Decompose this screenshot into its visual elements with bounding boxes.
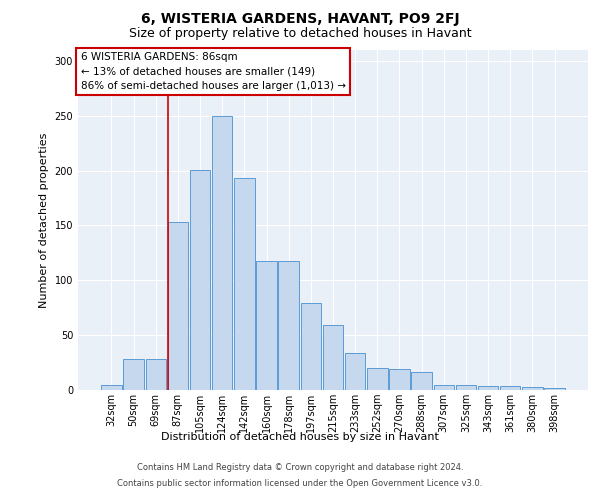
Bar <box>434 384 454 390</box>
Bar <box>389 369 410 390</box>
Text: Contains public sector information licensed under the Open Government Licence v3: Contains public sector information licen… <box>118 478 482 488</box>
Y-axis label: Number of detached properties: Number of detached properties <box>39 132 49 308</box>
Bar <box>500 386 520 390</box>
Text: Contains HM Land Registry data © Crown copyright and database right 2024.: Contains HM Land Registry data © Crown c… <box>137 464 463 472</box>
Bar <box>278 260 299 390</box>
Text: Size of property relative to detached houses in Havant: Size of property relative to detached ho… <box>128 28 472 40</box>
Bar <box>412 372 432 390</box>
Bar <box>367 368 388 390</box>
Bar <box>301 304 321 390</box>
Bar <box>167 222 188 390</box>
Bar <box>544 388 565 390</box>
Text: 6 WISTERIA GARDENS: 86sqm
← 13% of detached houses are smaller (149)
86% of semi: 6 WISTERIA GARDENS: 86sqm ← 13% of detac… <box>80 52 346 92</box>
Bar <box>345 352 365 390</box>
Bar <box>456 384 476 390</box>
Bar <box>522 386 542 390</box>
Bar <box>478 386 499 390</box>
Bar <box>256 260 277 390</box>
Bar <box>124 360 144 390</box>
Bar <box>146 360 166 390</box>
Bar <box>234 178 254 390</box>
Bar <box>212 116 232 390</box>
Bar <box>323 326 343 390</box>
Text: Distribution of detached houses by size in Havant: Distribution of detached houses by size … <box>161 432 439 442</box>
Bar <box>101 384 122 390</box>
Bar <box>190 170 210 390</box>
Text: 6, WISTERIA GARDENS, HAVANT, PO9 2FJ: 6, WISTERIA GARDENS, HAVANT, PO9 2FJ <box>140 12 460 26</box>
